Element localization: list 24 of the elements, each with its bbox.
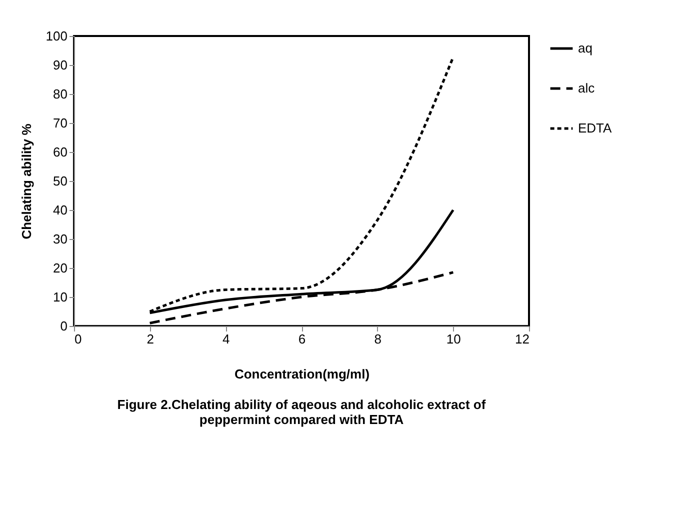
legend-label: aq [578, 40, 592, 56]
x-tick-label: 10 [446, 332, 461, 346]
legend-label: EDTA [578, 120, 612, 136]
y-tick-label: 10 [53, 290, 68, 304]
x-tick-label: 6 [298, 332, 306, 346]
y-tick-label: 50 [53, 174, 68, 188]
x-tick-label: 4 [222, 332, 230, 346]
y-tick-label: 90 [53, 58, 68, 72]
y-tick-label: 100 [46, 28, 68, 44]
x-tick-label: 12 [515, 332, 530, 346]
x-tick-label: 8 [374, 332, 382, 346]
y-tick-label: 80 [53, 86, 68, 102]
legend-label: alc [578, 80, 596, 96]
x-tick-label: 0 [74, 332, 82, 346]
y-tick-label: 0 [60, 318, 68, 334]
y-tick-label: 30 [53, 232, 68, 246]
text: Figure 2.Chelating ability of aqeous and alcoholic extract of peppermint compared with EDTA [117, 397, 486, 427]
x-tick-label: 2 [146, 332, 154, 346]
y-tick-label: 20 [53, 260, 68, 276]
x-axis-title: Concentration(mg/ml) [234, 366, 370, 382]
y-tick-label: 60 [53, 144, 68, 160]
y-tick-label: 40 [53, 202, 68, 218]
y-axis-title: Chelating ability % [18, 123, 34, 240]
y-tick-label: 70 [53, 116, 68, 130]
